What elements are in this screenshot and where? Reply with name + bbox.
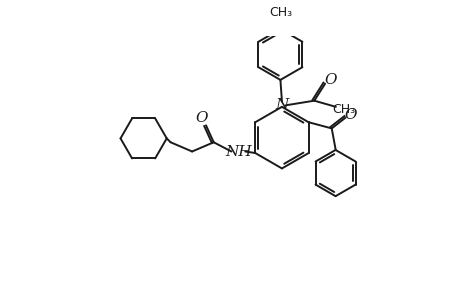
Text: O: O <box>344 107 357 122</box>
Text: NH: NH <box>224 145 251 158</box>
Text: CH₃: CH₃ <box>331 103 354 116</box>
Text: O: O <box>196 111 208 125</box>
Text: O: O <box>324 73 336 87</box>
Text: N: N <box>274 98 288 112</box>
Text: CH₃: CH₃ <box>268 6 291 19</box>
